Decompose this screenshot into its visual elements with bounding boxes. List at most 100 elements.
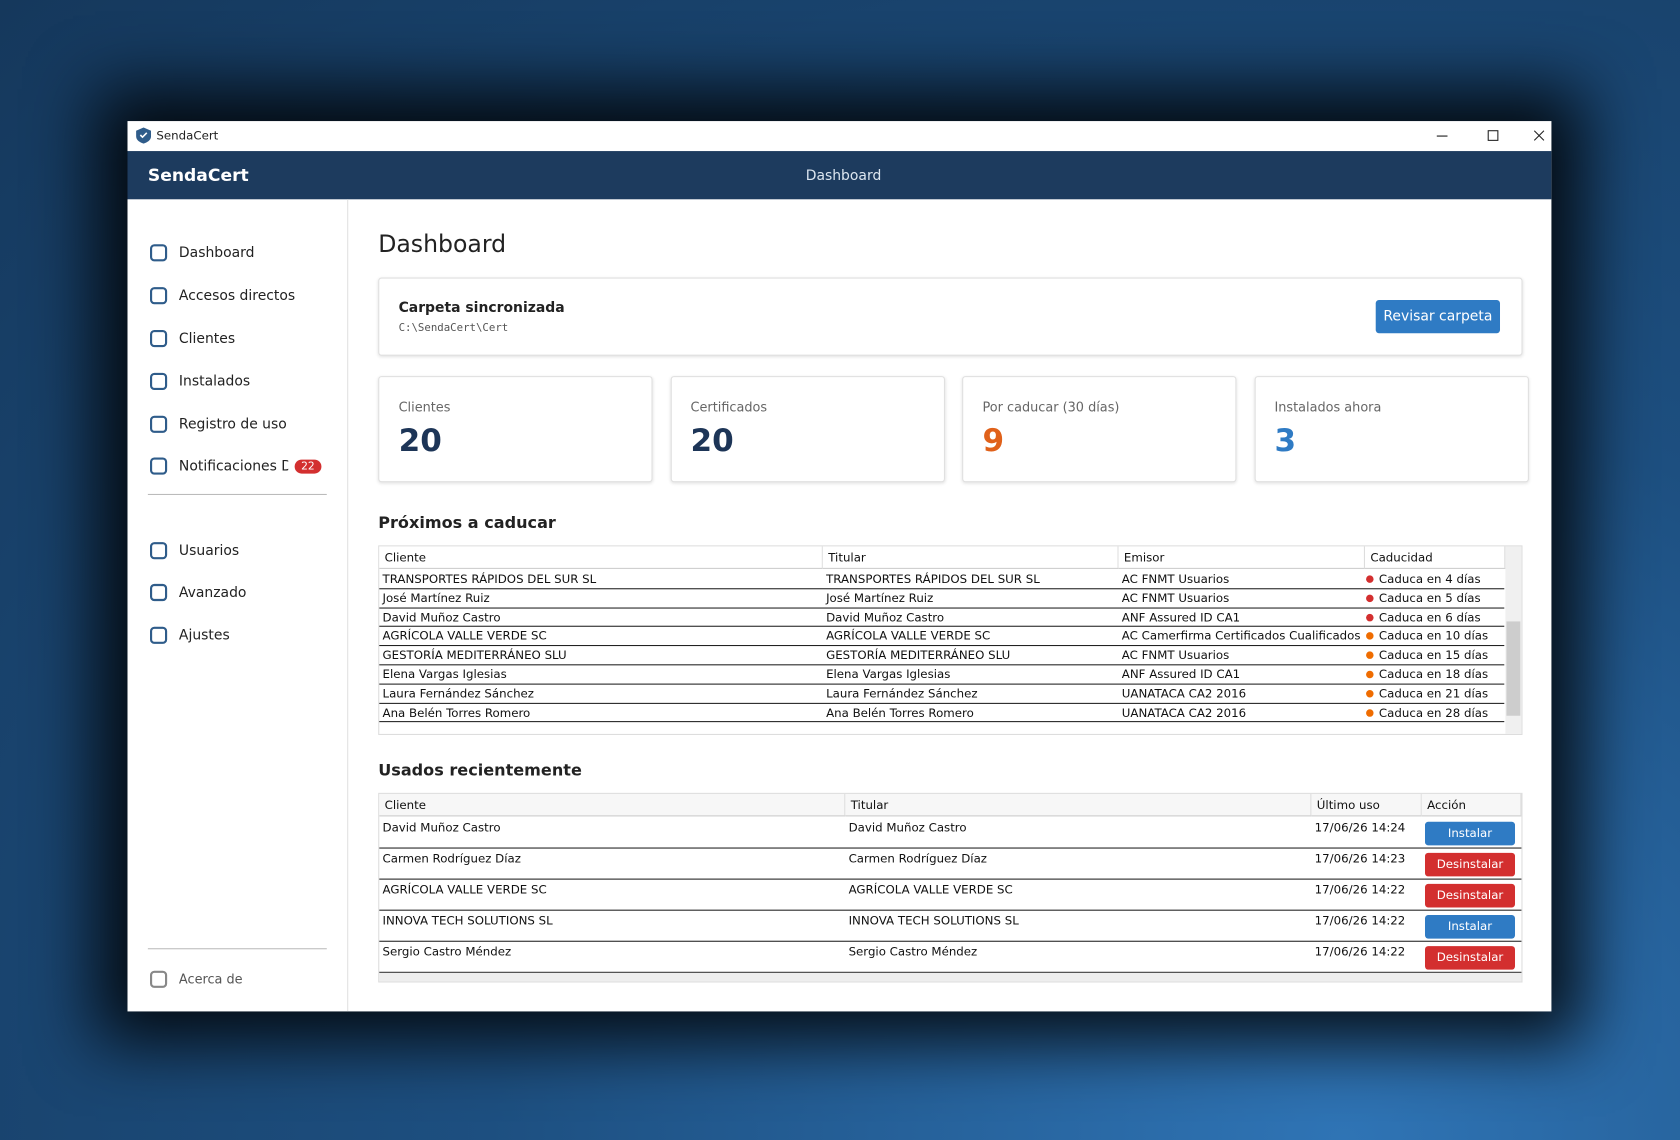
cell: 17/06/26 14:22	[1314, 913, 1406, 928]
review-button[interactable]: Revisar carpeta	[1375, 300, 1501, 334]
cell: 17/06/26 14:24	[1314, 820, 1406, 835]
nav-item[interactable]: Registro de uso	[149, 411, 287, 437]
nav-label: Dashboard	[178, 244, 255, 261]
nav-item[interactable]: Dashboard	[149, 240, 255, 266]
cell: 17/06/26 14:22	[1314, 945, 1406, 959]
cell: Caduca en 18 días	[1378, 667, 1489, 682]
cell: Elena Vargas Iglesias	[826, 667, 951, 682]
column-header: Cliente	[379, 793, 846, 817]
stat-label: Instalados ahora	[1274, 399, 1382, 415]
action-button[interactable]: Instalar	[1425, 915, 1516, 939]
nav-item[interactable]: Clientes	[149, 326, 235, 352]
cell: AC Camerfirma Certificados Cualificados	[1121, 629, 1361, 644]
cell: José Martínez Ruiz	[826, 591, 934, 606]
nav-icon	[150, 372, 168, 391]
stat-card: Instalados ahora 3	[1254, 376, 1529, 483]
status-dot	[1366, 708, 1374, 717]
cell: 17/06/26 14:23	[1314, 851, 1406, 866]
nav-item[interactable]: Accesos directos	[149, 283, 295, 309]
cell: AGRÍCOLA VALLE VERDE SC	[848, 882, 1013, 897]
nav-icon	[150, 244, 168, 262]
action-button[interactable]: Instalar	[1425, 821, 1516, 846]
scrollbar[interactable]	[1505, 546, 1522, 734]
status-dot	[1366, 594, 1374, 602]
row-divider	[379, 847, 1522, 849]
cell: Caduca en 6 días	[1378, 610, 1481, 625]
nav-item[interactable]: Notificaciones DE 22	[149, 453, 322, 479]
section-title: Usados recientemente	[378, 760, 582, 781]
header-page: Dashboard	[805, 168, 882, 185]
nav-icon	[150, 970, 168, 988]
stat-card: Por caducar (30 días) 9	[962, 376, 1237, 483]
stat-value: 3	[1274, 422, 1297, 459]
cell: AGRÍCOLA VALLE VERDE SC	[382, 882, 547, 897]
window-controls[interactable]	[1424, 121, 1552, 151]
nav-icon	[150, 583, 168, 602]
stat-label: Clientes	[398, 399, 451, 415]
stat-label: Certificados	[690, 399, 768, 415]
folder-path: C:\SendaCert\Cert	[398, 322, 509, 335]
action-button[interactable]: Desinstalar	[1425, 946, 1516, 970]
row-divider	[379, 909, 1522, 911]
action-button[interactable]: Desinstalar	[1425, 883, 1516, 908]
cell: David Muñoz Castro	[382, 610, 501, 625]
cell: José Martínez Ruiz	[382, 591, 490, 606]
cell: ANF Assured ID CA1	[1121, 610, 1241, 625]
cell: Laura Fernández Sánchez	[382, 686, 534, 701]
cell: Carmen Rodríguez Díaz	[848, 851, 987, 866]
stat-label: Por caducar (30 días)	[982, 399, 1120, 415]
nav-label: Acerca de	[178, 971, 243, 987]
nav-label: Accesos directos	[178, 287, 296, 304]
cell: AC FNMT Usuarios	[1121, 648, 1230, 663]
cell: INNOVA TECH SOLUTIONS SL	[382, 913, 553, 928]
scrollbar[interactable]	[379, 972, 1522, 982]
cell: AGRÍCOLA VALLE VERDE SC	[382, 629, 547, 644]
stat-value: 9	[982, 422, 1005, 459]
folder-label: Carpeta sincronizada	[398, 300, 565, 317]
column-header: Cliente	[379, 546, 823, 569]
sidebar: Dashboard Accesos directos Clientes Instala…	[128, 199, 349, 1012]
cell: Caduca en 5 días	[1378, 591, 1481, 606]
status-dot	[1366, 632, 1374, 641]
app-icon	[136, 127, 152, 144]
nav-item[interactable]: Avanzado	[149, 580, 246, 606]
cell: TRANSPORTES RÁPIDOS DEL SUR SL	[382, 572, 597, 587]
column-header: Titular	[845, 793, 1312, 817]
column-header: Acción	[1421, 793, 1522, 817]
status-dot	[1366, 613, 1374, 621]
page-title: Dashboard	[378, 231, 507, 259]
nav-icon	[150, 626, 168, 644]
action-button[interactable]: Desinstalar	[1425, 852, 1516, 877]
cell: UANATACA CA2 2016	[1121, 686, 1247, 701]
nav-label: Registro de uso	[178, 416, 287, 433]
badge: 22	[294, 459, 322, 474]
nav-icon	[150, 287, 168, 305]
brand: SendaCert	[147, 165, 249, 186]
cell: Caduca en 4 días	[1378, 572, 1481, 587]
nav-item[interactable]: Usuarios	[149, 538, 239, 564]
recent-table: Cliente Titular Último uso Acción David Muño…	[378, 792, 1523, 983]
cell: David Muñoz Castro	[848, 820, 967, 835]
expiring-table: Cliente Titular Emisor Caducidad TRANSPORTES…	[378, 545, 1523, 736]
nav-icon	[150, 542, 168, 560]
row-divider	[379, 645, 1505, 647]
nav-icon	[150, 330, 168, 348]
folder-card: Carpeta sincronizada C:\SendaCert\Cert R…	[378, 277, 1523, 356]
cell: Ana Belén Torres Romero	[826, 705, 974, 720]
title-bar: SendaCert	[128, 121, 1552, 151]
section-title: Próximos a caducar	[378, 513, 556, 533]
status-dot	[1366, 651, 1374, 660]
row-divider	[379, 607, 1505, 609]
main: Dashboard Carpeta sincronizada C:\SendaC…	[347, 199, 1551, 1011]
row-divider	[379, 971, 1522, 973]
nav-label: Clientes	[178, 330, 236, 347]
nav-icon	[150, 457, 168, 475]
row-divider	[379, 878, 1522, 880]
divider	[147, 493, 327, 496]
cell: Caduca en 10 días	[1378, 629, 1489, 644]
nav-item[interactable]: Ajustes	[149, 623, 230, 649]
nav-label: Ajustes	[178, 627, 230, 644]
nav-item[interactable]: Acerca de	[149, 966, 243, 992]
nav-item[interactable]: Instalados	[149, 369, 250, 395]
